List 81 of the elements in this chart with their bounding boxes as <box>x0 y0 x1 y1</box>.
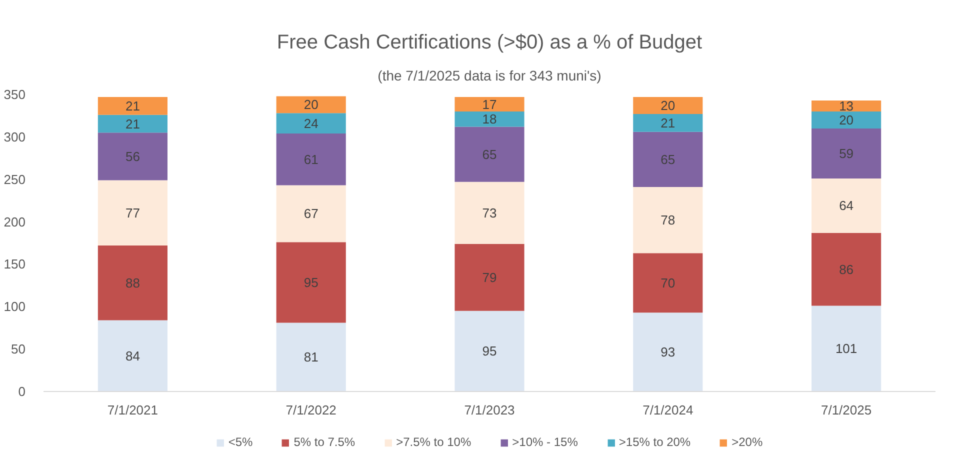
bar <box>812 178 882 233</box>
y-tick-label: 0 <box>18 384 26 399</box>
bar <box>454 111 524 127</box>
bar <box>276 96 346 114</box>
data-label: 24 <box>304 116 318 131</box>
data-label: 79 <box>482 270 497 285</box>
bar <box>812 232 882 306</box>
bar <box>633 253 703 313</box>
y-tick-label: 250 <box>4 172 26 187</box>
bar <box>812 111 882 128</box>
data-label: 20 <box>839 112 854 128</box>
y-tick-label: 50 <box>11 342 26 357</box>
legend-label: >20% <box>732 435 763 449</box>
chart-title: Free Cash Certifications (>$0) as a % of Budget <box>276 32 703 54</box>
chart-subtitle: (the 7/1/2025 data is for 343 muni's) <box>378 68 602 84</box>
bar <box>633 186 703 254</box>
bar <box>98 132 168 180</box>
legend-label: >7.5% to 10% <box>396 435 472 449</box>
data-label: 64 <box>839 198 854 214</box>
data-label: 17 <box>482 96 497 112</box>
data-label: 21 <box>660 115 676 130</box>
data-label: 20 <box>660 98 676 114</box>
legend-label: >15% to 20% <box>618 435 691 449</box>
data-label: 101 <box>835 341 858 356</box>
y-tick-label: 350 <box>4 87 26 102</box>
x-tick-label: 7/1/2024 <box>642 402 694 418</box>
data-label: 95 <box>304 274 318 290</box>
x-tick-label: 7/1/2025 <box>821 402 872 418</box>
data-label: 81 <box>304 350 318 365</box>
data-label: 86 <box>839 262 854 277</box>
data-label: 21 <box>125 98 140 114</box>
data-label: 18 <box>482 112 497 127</box>
data-label: 84 <box>125 348 140 364</box>
bar <box>276 242 346 323</box>
data-label: 61 <box>304 152 318 167</box>
bar <box>812 100 882 112</box>
data-label: 77 <box>125 205 140 220</box>
data-label: 70 <box>660 275 676 290</box>
bar <box>276 113 346 134</box>
data-label: 59 <box>839 146 854 161</box>
bar <box>633 114 703 132</box>
bar <box>454 97 524 112</box>
bar <box>98 246 168 320</box>
legend-label: >10% - 15% <box>512 435 578 449</box>
bar <box>98 97 168 115</box>
bar <box>812 128 882 179</box>
bar <box>98 320 168 392</box>
bar <box>633 312 703 392</box>
bar <box>633 132 703 187</box>
data-label: 13 <box>839 98 854 114</box>
data-label: 67 <box>304 206 318 222</box>
data-label: 65 <box>660 152 676 167</box>
data-label: 65 <box>482 146 497 162</box>
data-label: 20 <box>304 97 318 112</box>
y-tick-label: 200 <box>4 214 26 230</box>
bar <box>812 306 882 392</box>
data-label: 78 <box>660 212 676 228</box>
y-tick-label: 300 <box>4 129 26 144</box>
bar <box>454 310 524 392</box>
data-label: 93 <box>660 344 676 360</box>
bar <box>98 114 168 133</box>
bar <box>633 97 703 114</box>
bar <box>276 134 346 186</box>
bar <box>276 185 346 242</box>
data-label: 95 <box>482 344 497 359</box>
legend-label: 5% to 7.5% <box>294 435 356 449</box>
x-tick-label: 7/1/2023 <box>464 402 515 418</box>
bar <box>276 322 346 392</box>
y-tick-label: 150 <box>4 256 26 272</box>
x-tick-label: 7/1/2021 <box>107 402 158 418</box>
data-label: 56 <box>125 148 140 164</box>
bar <box>454 244 524 311</box>
data-label: 21 <box>125 116 140 132</box>
y-tick-label: 100 <box>4 299 26 314</box>
x-tick-label: 7/1/2022 <box>286 402 336 418</box>
data-label: 73 <box>482 205 497 220</box>
data-label: 88 <box>125 275 140 290</box>
legend-label: <5% <box>228 435 253 449</box>
bar <box>98 180 168 246</box>
bar <box>454 182 524 244</box>
bar <box>454 126 524 182</box>
